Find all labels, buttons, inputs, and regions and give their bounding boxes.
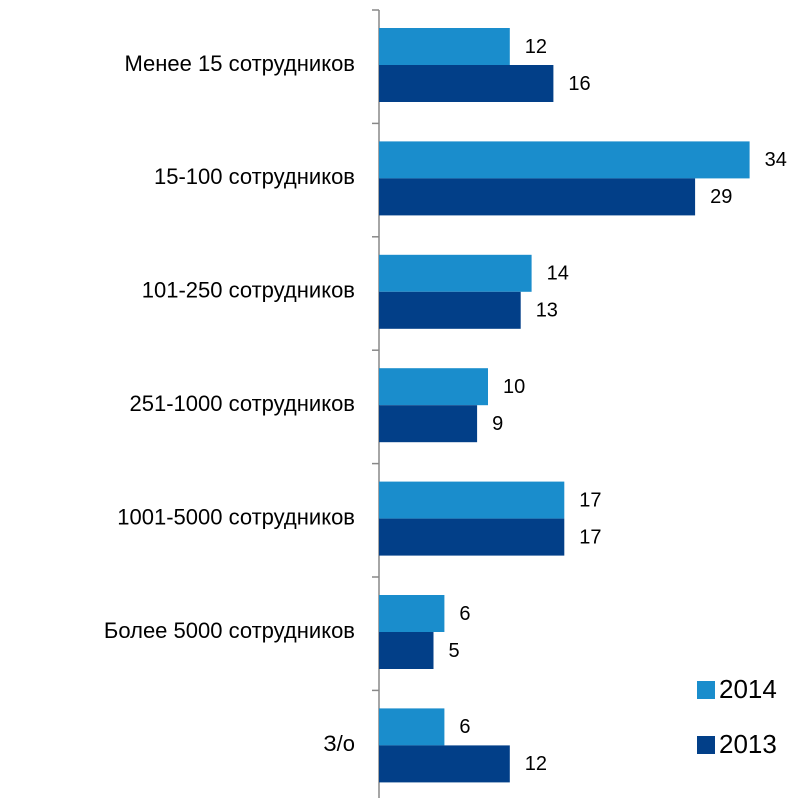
category-label: З/о	[323, 731, 355, 756]
legend-label: 2013	[719, 729, 777, 759]
value-label: 6	[459, 603, 470, 625]
value-label: 14	[547, 263, 569, 285]
category-label: 251-1000 сотрудников	[130, 391, 356, 416]
category-label: 15-100 сотрудников	[154, 164, 355, 189]
bar	[379, 708, 445, 746]
bar	[379, 141, 750, 179]
value-label: 29	[710, 186, 732, 208]
legend-swatch	[697, 736, 715, 754]
bar	[379, 481, 565, 519]
bar	[379, 254, 532, 292]
legend-label: 2014	[719, 674, 777, 704]
category-label: 101-250 сотрудников	[142, 278, 355, 303]
bar	[379, 28, 510, 65]
bar	[379, 518, 565, 556]
category-label: 1001-5000 сотрудников	[117, 504, 355, 529]
bar	[379, 405, 478, 443]
bar	[379, 595, 445, 632]
value-label: 12	[525, 36, 547, 58]
value-label: 5	[449, 640, 460, 662]
bar	[379, 291, 521, 329]
value-label: 34	[765, 149, 787, 171]
category-label: Менее 15 сотрудников	[124, 51, 355, 76]
value-label: 17	[579, 489, 601, 511]
bar	[379, 632, 434, 669]
value-label: 6	[459, 716, 470, 738]
legend-swatch	[697, 681, 715, 699]
value-label: 17	[579, 526, 601, 548]
bar	[379, 178, 696, 216]
value-label: 12	[525, 753, 547, 775]
bar	[379, 745, 510, 783]
value-label: 16	[568, 73, 590, 95]
value-label: 13	[536, 300, 558, 322]
value-label: 9	[492, 413, 503, 435]
bar	[379, 65, 554, 102]
bar	[379, 368, 488, 406]
category-label: Более 5000 сотрудников	[104, 618, 355, 643]
value-label: 10	[503, 376, 525, 398]
